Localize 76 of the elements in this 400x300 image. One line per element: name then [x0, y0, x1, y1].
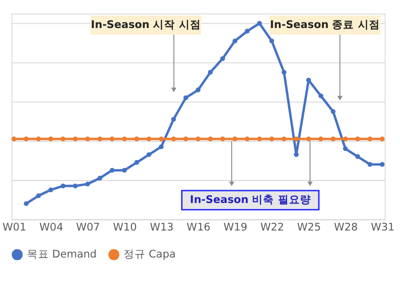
point [343, 136, 348, 142]
point [269, 38, 274, 44]
point [48, 187, 54, 192]
point [220, 56, 226, 61]
x-tick-label: W16 [186, 221, 211, 234]
point [208, 70, 213, 75]
x-tick-label: W28 [334, 221, 358, 234]
x-tick-label: W04 [39, 221, 64, 234]
annotation: In-Season 비축 필요량 [190, 194, 311, 206]
point [110, 136, 115, 142]
point [24, 136, 29, 142]
point [134, 160, 140, 165]
x-tick-label: W10 [113, 221, 137, 234]
point [232, 38, 238, 44]
point [330, 109, 336, 114]
point [36, 193, 41, 198]
point [355, 136, 360, 142]
point [368, 162, 372, 167]
point [183, 95, 188, 100]
point [146, 136, 152, 142]
x-tick-label: W19 [224, 221, 248, 234]
point [85, 136, 90, 142]
point [232, 136, 238, 142]
point [146, 152, 152, 157]
point [244, 28, 250, 34]
point [196, 136, 200, 142]
x-tick-label: W13 [150, 221, 174, 234]
point [196, 88, 200, 92]
point [257, 136, 262, 142]
point [110, 168, 115, 173]
point [355, 154, 360, 159]
legend-label: 목표 Demand [26, 248, 97, 261]
point [294, 152, 299, 157]
point [368, 136, 372, 142]
point [220, 136, 226, 142]
point [122, 136, 127, 142]
point [122, 168, 127, 173]
point [282, 70, 286, 75]
x-tick-label: W25 [297, 221, 321, 234]
point [380, 162, 385, 167]
point [36, 136, 41, 142]
point [85, 182, 90, 186]
point [72, 136, 78, 142]
point [60, 184, 66, 188]
point [318, 93, 324, 98]
point [171, 136, 176, 142]
point [97, 176, 102, 181]
point [282, 136, 286, 142]
x-tick-label: W01 [2, 221, 26, 234]
point [244, 136, 250, 142]
point [294, 136, 299, 142]
legend-label: 정규 Capa [123, 248, 176, 261]
point [48, 136, 54, 142]
point [343, 146, 348, 152]
x-tick-label: W07 [76, 221, 100, 234]
point [257, 20, 262, 26]
point [208, 136, 213, 142]
point [269, 136, 274, 142]
point [306, 136, 311, 142]
point [318, 136, 324, 142]
x-tick-label: W22 [260, 221, 284, 234]
point [72, 184, 78, 188]
annotation: In-Season 종료 시점 [270, 18, 380, 31]
point [158, 136, 164, 142]
point [24, 201, 29, 206]
point [330, 136, 336, 142]
point [171, 116, 176, 122]
x-tick-label: W31 [370, 221, 395, 234]
point [183, 136, 188, 142]
annotation: In-Season 시작 시점 [90, 18, 201, 31]
point [158, 144, 164, 150]
point [97, 136, 102, 142]
point [12, 136, 16, 142]
point [134, 136, 140, 142]
point [380, 136, 385, 142]
point [60, 136, 66, 142]
